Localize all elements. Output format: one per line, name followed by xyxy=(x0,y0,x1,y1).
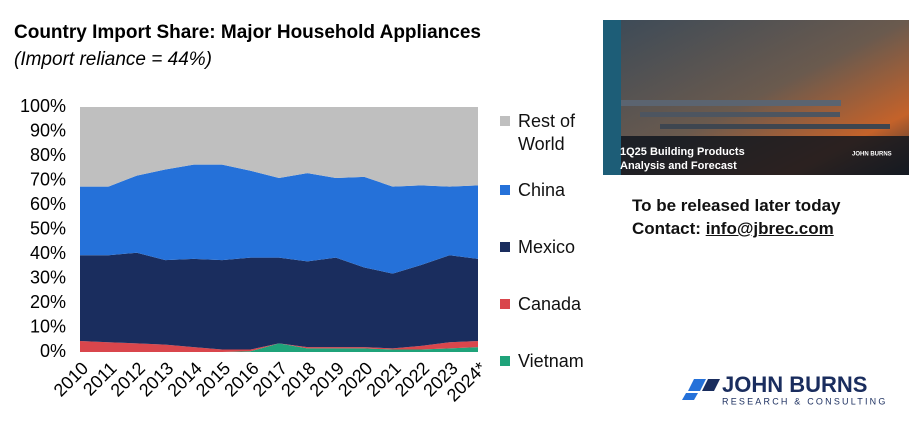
area xyxy=(80,343,478,352)
legend-item: Canada xyxy=(500,293,593,316)
y-tick-label: 20% xyxy=(30,292,66,312)
y-tick-label: 50% xyxy=(30,218,66,238)
legend-label: Mexico xyxy=(518,237,576,257)
legend-swatch xyxy=(500,299,510,309)
legend-label: Rest of World xyxy=(518,111,576,154)
logo-tagline: RESEARCH & CONSULTING xyxy=(722,396,888,406)
cover-brand: JOHN BURNS xyxy=(852,152,892,158)
legend-item: Vietnam xyxy=(500,350,593,373)
legend-item: China xyxy=(500,179,593,202)
y-tick-label: 40% xyxy=(30,243,66,263)
y-tick-label: 0% xyxy=(40,341,66,361)
legend-swatch xyxy=(500,356,510,366)
legend-swatch xyxy=(500,242,510,252)
legend-swatch xyxy=(500,116,510,126)
y-tick-label: 100% xyxy=(20,96,66,116)
y-tick-label: 70% xyxy=(30,169,66,189)
legend-label: Vietnam xyxy=(518,351,584,371)
release-note: To be released later today xyxy=(632,196,841,215)
logo-icon xyxy=(682,379,720,400)
y-tick-label: 10% xyxy=(30,316,66,336)
chart-title: Country Import Share: Major Household Ap… xyxy=(14,22,481,43)
legend-item: Mexico xyxy=(500,236,593,259)
cover-title: 1Q25 Building Products xyxy=(620,146,745,158)
y-tick-label: 30% xyxy=(30,267,66,287)
area xyxy=(80,252,478,350)
y-tick-label: 60% xyxy=(30,194,66,214)
area xyxy=(80,340,478,352)
contact: Contact: info@jbrec.com xyxy=(632,219,834,239)
chart-subtitle: (Import reliance = 44%) xyxy=(14,49,212,70)
cover-title: Analysis and Forecast xyxy=(620,160,737,172)
cover-image xyxy=(603,20,909,175)
area xyxy=(80,164,478,274)
legend-item: Rest of World xyxy=(500,110,593,156)
contact-email[interactable]: info@jbrec.com xyxy=(705,219,834,238)
logo-name: JOHN BURNS xyxy=(722,372,867,397)
y-tick-label: 80% xyxy=(30,145,66,165)
y-tick-label: 90% xyxy=(30,120,66,140)
legend-label: Canada xyxy=(518,294,582,314)
contact-label: Contact: xyxy=(632,219,701,238)
legend-label: China xyxy=(518,180,566,200)
legend-swatch xyxy=(500,185,510,195)
area xyxy=(80,107,478,187)
